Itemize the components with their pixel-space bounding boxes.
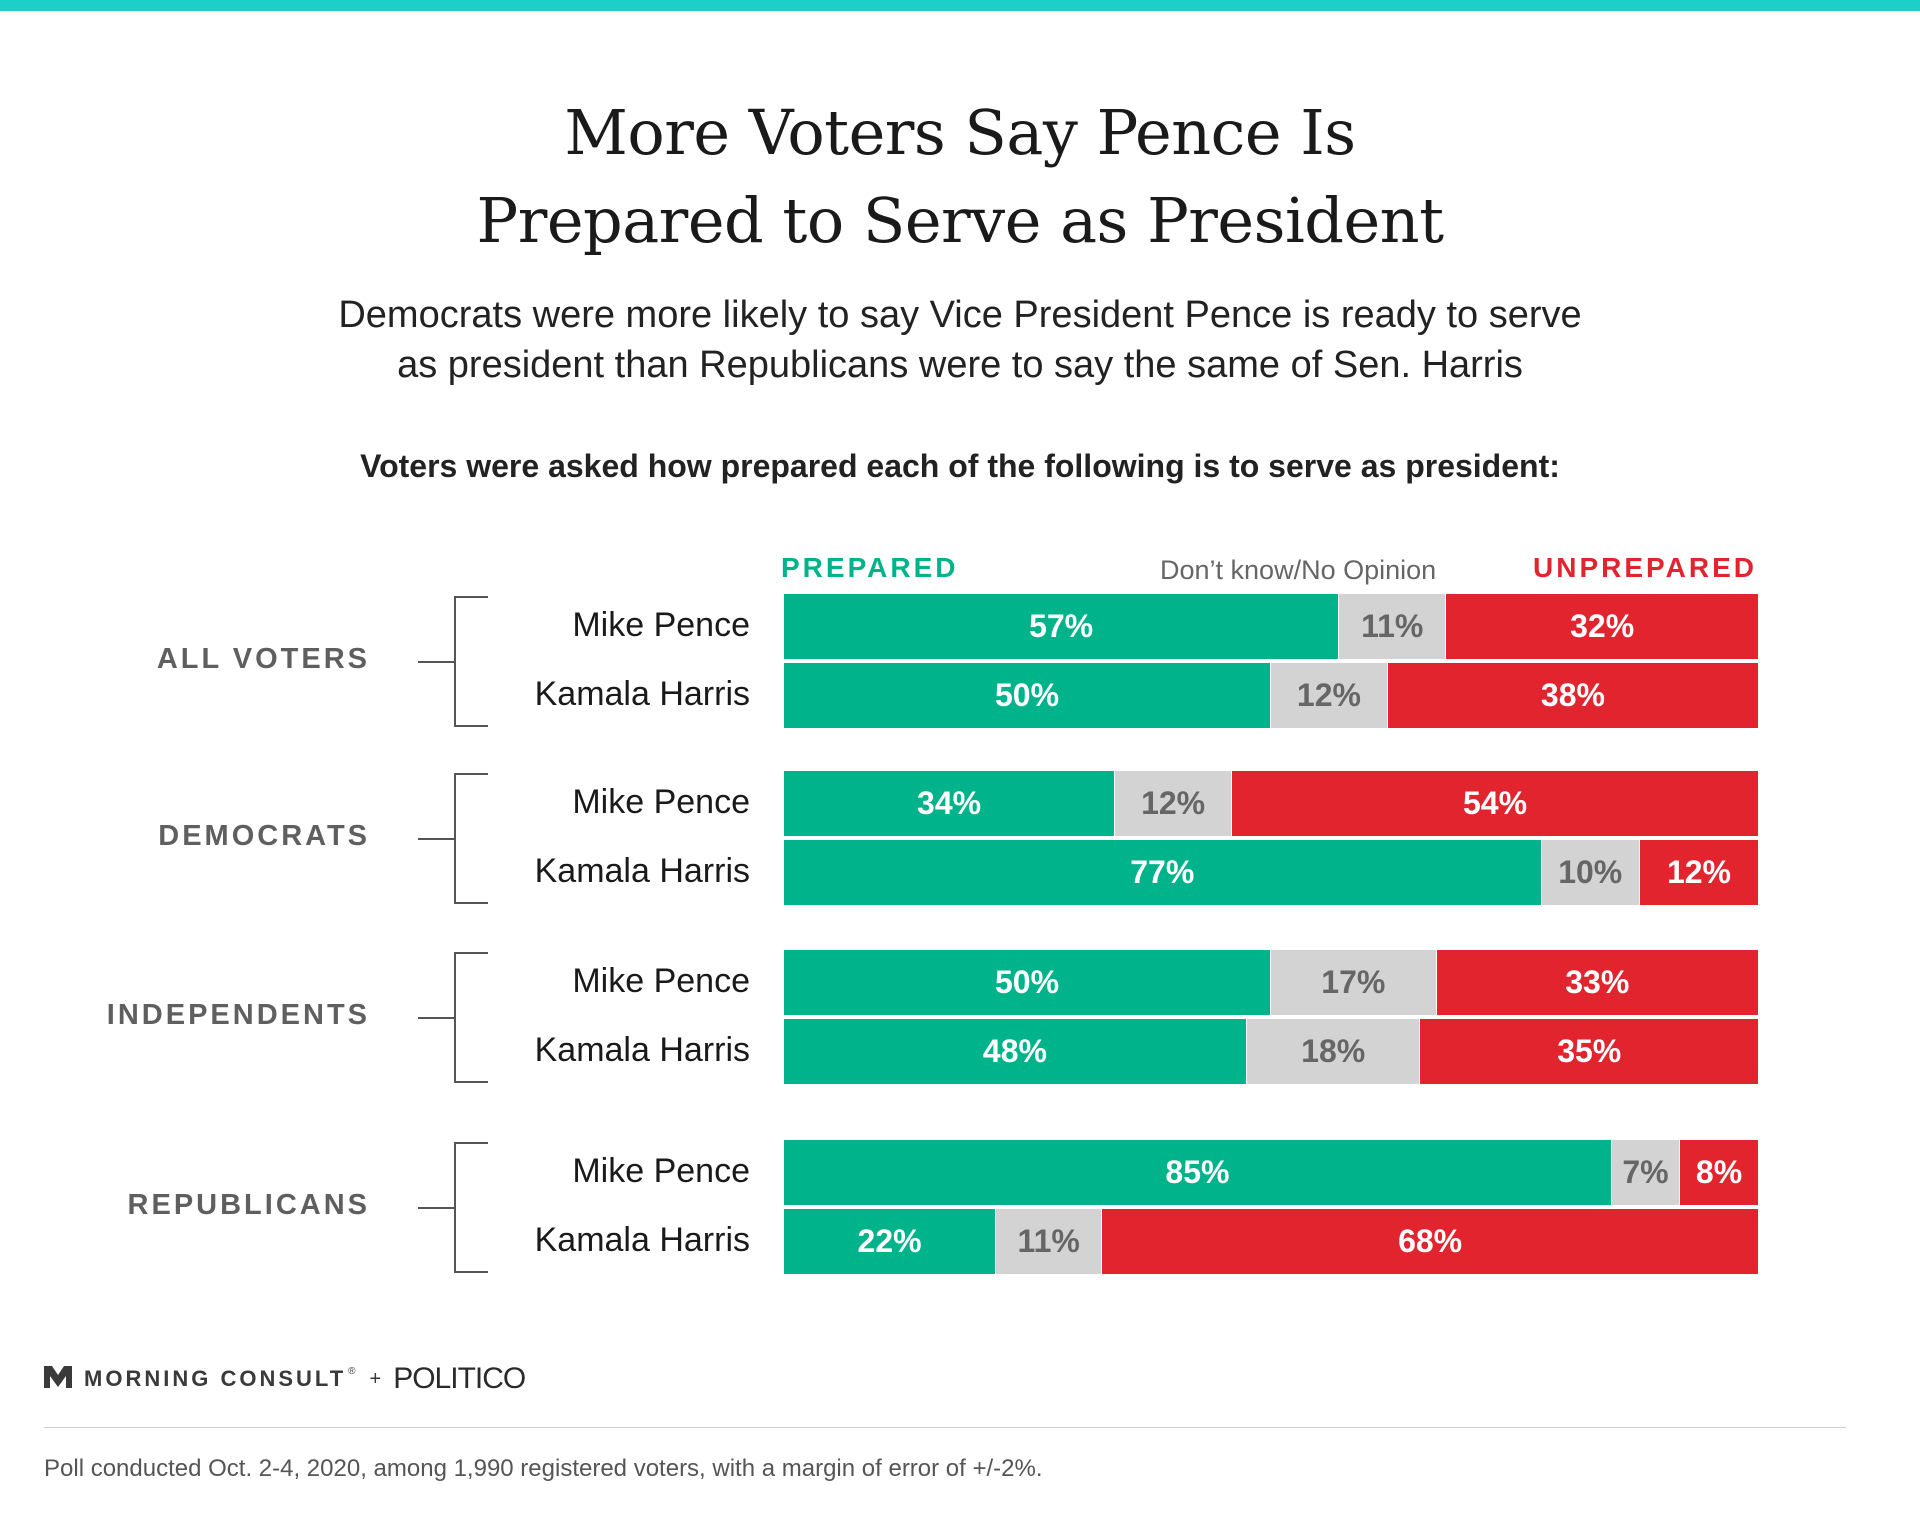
politico-wordmark: POLITICO [393,1362,526,1395]
bracket-top-tick [454,952,488,954]
bracket-top-tick [454,596,488,598]
data-label: 7% [1622,1154,1669,1190]
data-label: 33% [1565,964,1630,1000]
chart-subtitle-line-2: as president than Republicans were to sa… [397,344,1523,386]
row-label: Mike Pence [572,783,750,821]
bar-segment-dont-know: 17% [1271,950,1436,1015]
row-label: Kamala Harris [534,1221,750,1259]
data-label: 12% [1296,677,1361,713]
bar-segment-prepared: 50% [784,950,1270,1015]
row-label: Mike Pence [572,606,750,644]
group-label: DEMOCRATS [158,820,370,852]
legend-prepared: PREPARED [781,552,959,583]
bracket-bottom-tick [454,725,488,727]
bar-segment-unprepared: 68% [1102,1209,1758,1274]
legend-dont-know: Don’t know/No Opinion [1160,555,1437,585]
bar-segment-unprepared: 54% [1232,771,1758,836]
bracket-spine [454,952,456,1082]
bar-segment-prepared: 57% [784,594,1339,659]
bar-segment-prepared: 85% [784,1140,1611,1205]
bar-segment-prepared: 50% [784,663,1270,728]
bracket-bottom-tick [454,902,488,904]
bracket-spine [454,1142,456,1272]
data-label: 68% [1398,1223,1463,1259]
bracket-bottom-tick [454,1271,488,1273]
footer-divider [44,1427,1846,1428]
data-label: 22% [857,1223,922,1259]
data-label: 54% [1462,785,1528,821]
data-label: 77% [1130,854,1195,890]
data-label: 50% [994,964,1060,1000]
group-label: ALL VOTERS [156,643,370,675]
chart-title-line-2: Prepared to Serve as President [476,184,1444,257]
trademark-symbol: ® [348,1366,356,1377]
data-label: 57% [1029,608,1094,644]
bar-segment-dont-know: 11% [1339,594,1446,659]
data-label: 12% [1141,785,1206,821]
morning-consult-wordmark: MORNING CONSULT [84,1366,347,1391]
data-label: 8% [1695,1154,1743,1190]
bar-segment-unprepared: 33% [1436,950,1758,1015]
chart-title-line-1: More Voters Say Pence Is [564,96,1356,169]
data-label: 50% [994,677,1060,713]
data-label: 35% [1557,1033,1622,1069]
bracket-spine [454,596,456,726]
data-label: 48% [982,1033,1047,1069]
bracket-top-tick [454,773,488,775]
data-label: 34% [917,785,982,821]
footnote: Poll conducted Oct. 2-4, 2020, among 1,9… [44,1455,1043,1482]
data-label: 10% [1558,854,1623,890]
row-label: Mike Pence [572,1152,750,1190]
bracket-top-tick [454,1142,488,1144]
bar-segment-unprepared: 8% [1680,1140,1758,1205]
bar-segment-prepared: 48% [784,1019,1246,1084]
bar-segment-unprepared: 35% [1420,1019,1758,1084]
morning-consult-logo-icon [44,1365,72,1393]
bar-segment-dont-know: 7% [1611,1140,1680,1205]
group-label: INDEPENDENTS [106,999,370,1031]
bracket-stem [418,838,454,840]
data-label: 11% [1361,608,1424,644]
data-label: 17% [1321,964,1386,1000]
group-label: REPUBLICANS [127,1189,370,1221]
bar-segment-dont-know: 12% [1115,771,1232,836]
bar-segment-unprepared: 32% [1446,594,1758,659]
row-label: Kamala Harris [534,852,750,890]
bar-segment-dont-know: 18% [1246,1019,1420,1084]
bar-segment-prepared: 34% [784,771,1115,836]
bar-segment-dont-know: 10% [1541,840,1639,905]
bar-segment-prepared: 22% [784,1209,996,1274]
bracket-bottom-tick [454,1081,488,1083]
bar-segment-unprepared: 12% [1639,840,1758,905]
data-label: 38% [1540,677,1605,713]
footer-logos: MORNING CONSULT ® + POLITICO [44,1362,526,1396]
bracket-spine [454,773,456,903]
data-label: 11% [1017,1223,1080,1259]
row-label: Kamala Harris [534,1031,750,1069]
legend-unprepared: UNPREPARED [1533,552,1757,583]
bar-segment-dont-know: 12% [1271,663,1387,728]
bracket-stem [418,661,454,663]
bar-segment-prepared: 77% [784,840,1541,905]
bracket-stem [418,1017,454,1019]
row-label: Mike Pence [572,962,750,1000]
bar-segment-dont-know: 11% [996,1209,1102,1274]
chart-subtitle-line-1: Democrats were more likely to say Vice P… [338,294,1582,336]
data-label: 32% [1570,608,1635,644]
row-label: Kamala Harris [534,675,750,713]
top-accent-rule [0,0,1920,11]
data-label: 18% [1301,1033,1366,1069]
logo-plus-sign: + [369,1367,382,1390]
bar-segment-unprepared: 38% [1387,663,1758,728]
survey-question: Voters were asked how prepared each of t… [360,448,1560,484]
data-label: 12% [1666,854,1731,890]
data-label: 85% [1165,1154,1230,1190]
bracket-stem [418,1207,454,1209]
